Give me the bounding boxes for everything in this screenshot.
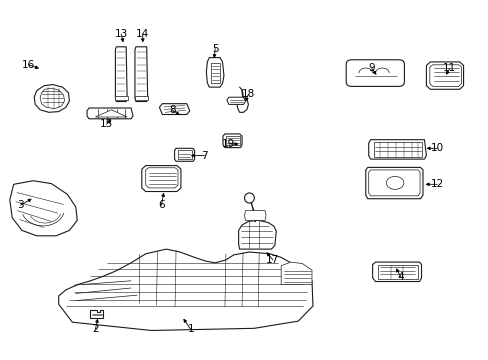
Text: 8: 8 — [168, 105, 175, 115]
Polygon shape — [223, 134, 242, 148]
Polygon shape — [236, 97, 248, 112]
Bar — [178, 150, 191, 159]
Polygon shape — [368, 170, 419, 196]
Text: 11: 11 — [442, 63, 456, 73]
Text: 17: 17 — [265, 255, 279, 265]
Polygon shape — [115, 47, 127, 102]
Bar — [211, 63, 220, 83]
Polygon shape — [87, 108, 133, 119]
Text: 19: 19 — [222, 139, 235, 149]
Text: 4: 4 — [397, 272, 404, 282]
Polygon shape — [159, 104, 189, 114]
Text: 12: 12 — [429, 179, 443, 189]
Text: 3: 3 — [17, 200, 24, 210]
Polygon shape — [244, 211, 265, 220]
Bar — [377, 265, 417, 279]
Text: 9: 9 — [367, 63, 374, 73]
Polygon shape — [95, 110, 127, 117]
Text: 5: 5 — [211, 44, 218, 54]
Bar — [115, 96, 128, 100]
Polygon shape — [142, 166, 181, 192]
Ellipse shape — [244, 193, 254, 203]
Polygon shape — [206, 58, 224, 87]
Bar — [373, 142, 421, 157]
Polygon shape — [426, 62, 463, 89]
Text: 2: 2 — [92, 324, 99, 334]
Bar — [135, 96, 147, 100]
Text: 7: 7 — [201, 150, 207, 161]
Polygon shape — [59, 249, 312, 330]
Polygon shape — [135, 47, 147, 102]
Text: 15: 15 — [100, 119, 113, 129]
Polygon shape — [365, 167, 422, 199]
Polygon shape — [226, 97, 245, 104]
Polygon shape — [238, 220, 276, 249]
Bar — [225, 136, 239, 145]
Text: 14: 14 — [136, 29, 149, 39]
Polygon shape — [10, 181, 77, 236]
Polygon shape — [145, 168, 178, 188]
Ellipse shape — [386, 176, 403, 189]
Polygon shape — [368, 140, 426, 159]
Text: 6: 6 — [158, 200, 164, 210]
Polygon shape — [90, 310, 102, 318]
Polygon shape — [429, 65, 461, 86]
Text: 18: 18 — [241, 89, 255, 99]
Text: 1: 1 — [187, 324, 194, 334]
Polygon shape — [281, 262, 311, 284]
Text: 13: 13 — [114, 29, 128, 39]
Polygon shape — [372, 262, 421, 282]
Text: 16: 16 — [21, 60, 35, 70]
Text: 10: 10 — [430, 143, 443, 153]
FancyBboxPatch shape — [346, 60, 404, 86]
Polygon shape — [34, 85, 69, 112]
Polygon shape — [174, 148, 194, 161]
Polygon shape — [40, 88, 64, 109]
